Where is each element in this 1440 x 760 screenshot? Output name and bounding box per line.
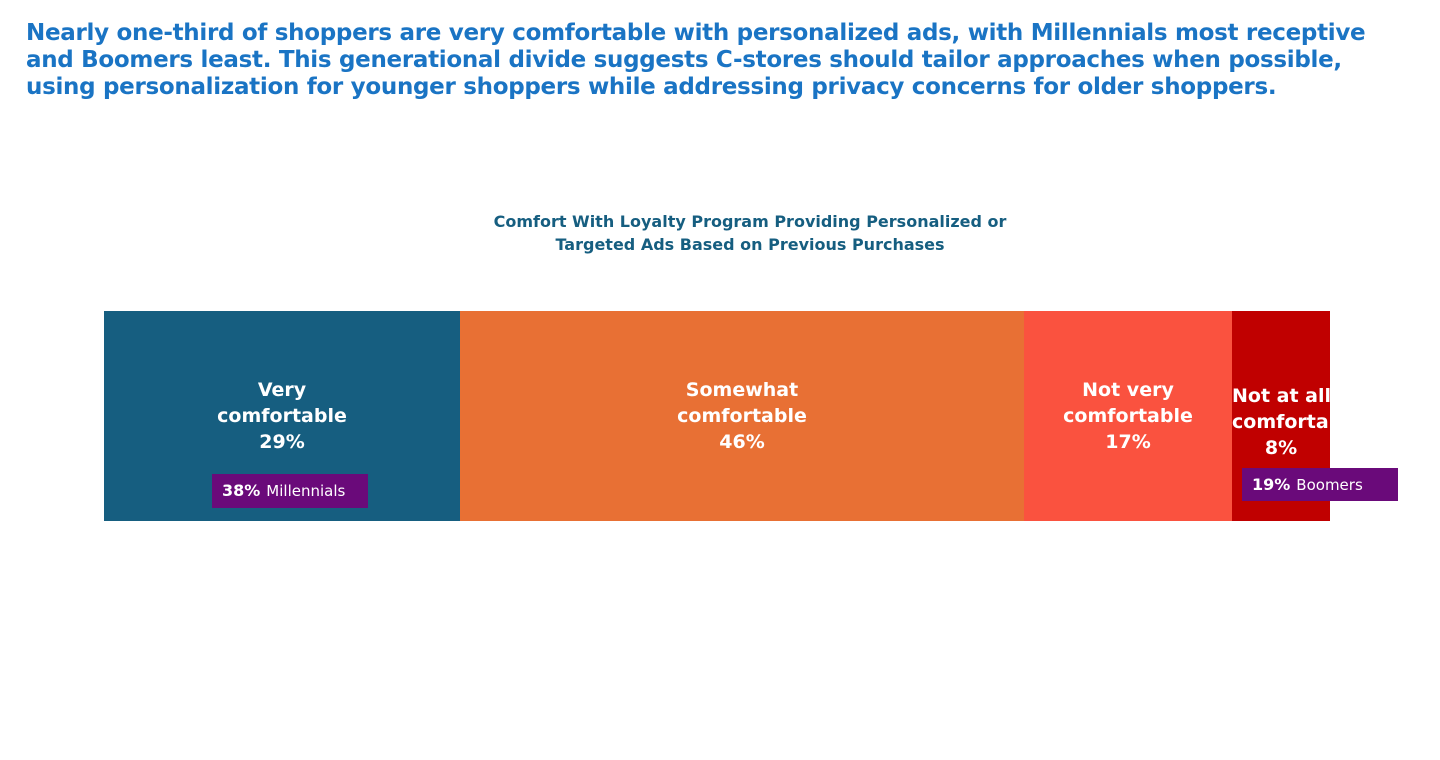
segment-category-label: Somewhat (685, 379, 799, 401)
chart-title-line-1: Comfort With Loyalty Program Providing P… (493, 212, 1007, 231)
segment-value-label: 46% (719, 431, 765, 453)
callout-boomers-group: Boomers (1296, 476, 1363, 494)
segment-label: Very comfortable 29% (104, 377, 460, 455)
segment-label: Not at all comfortable 8% (1232, 383, 1362, 461)
callout-boomers: 19% Boomers (1242, 468, 1398, 501)
segment-category-label: comfortable (217, 405, 347, 427)
headline: Nearly one-third of shoppers are very co… (26, 20, 1366, 100)
callout-millennials-group: Millennials (266, 482, 346, 500)
segment-value-label: 17% (1105, 431, 1151, 453)
segment-category-label: Not at all (1232, 385, 1332, 407)
chart-title-line-2: Targeted Ads Based on Previous Purchases (555, 235, 945, 254)
segment-label: Not very comfortable 17% (1024, 377, 1232, 455)
segment-value-label: 8% (1264, 437, 1298, 459)
segment-label: Somewhat comfortable 46% (460, 377, 1024, 455)
bar-segment-not-very-comfortable: Not very comfortable 17% (1024, 311, 1232, 521)
segment-category-label: comfortable (1063, 405, 1193, 427)
stacked-bar: Very comfortable 29% Somewhat comfortable 46%… (104, 311, 1362, 521)
callout-millennials-value: 38% (222, 481, 261, 500)
callout-boomers-value: 19% (1252, 475, 1291, 494)
segment-category-label: Not very (1082, 379, 1174, 401)
segment-category-label: comfortable (1232, 411, 1362, 433)
callout-millennials: 38% Millennials (212, 474, 368, 508)
segment-category-label: comfortable (677, 405, 807, 427)
segment-category-label: Very (257, 379, 307, 401)
chart-title: Comfort With Loyalty Program Providing P… (450, 210, 1050, 256)
bar-segment-somewhat-comfortable: Somewhat comfortable 46% (460, 311, 1024, 521)
segment-value-label: 29% (259, 431, 305, 453)
